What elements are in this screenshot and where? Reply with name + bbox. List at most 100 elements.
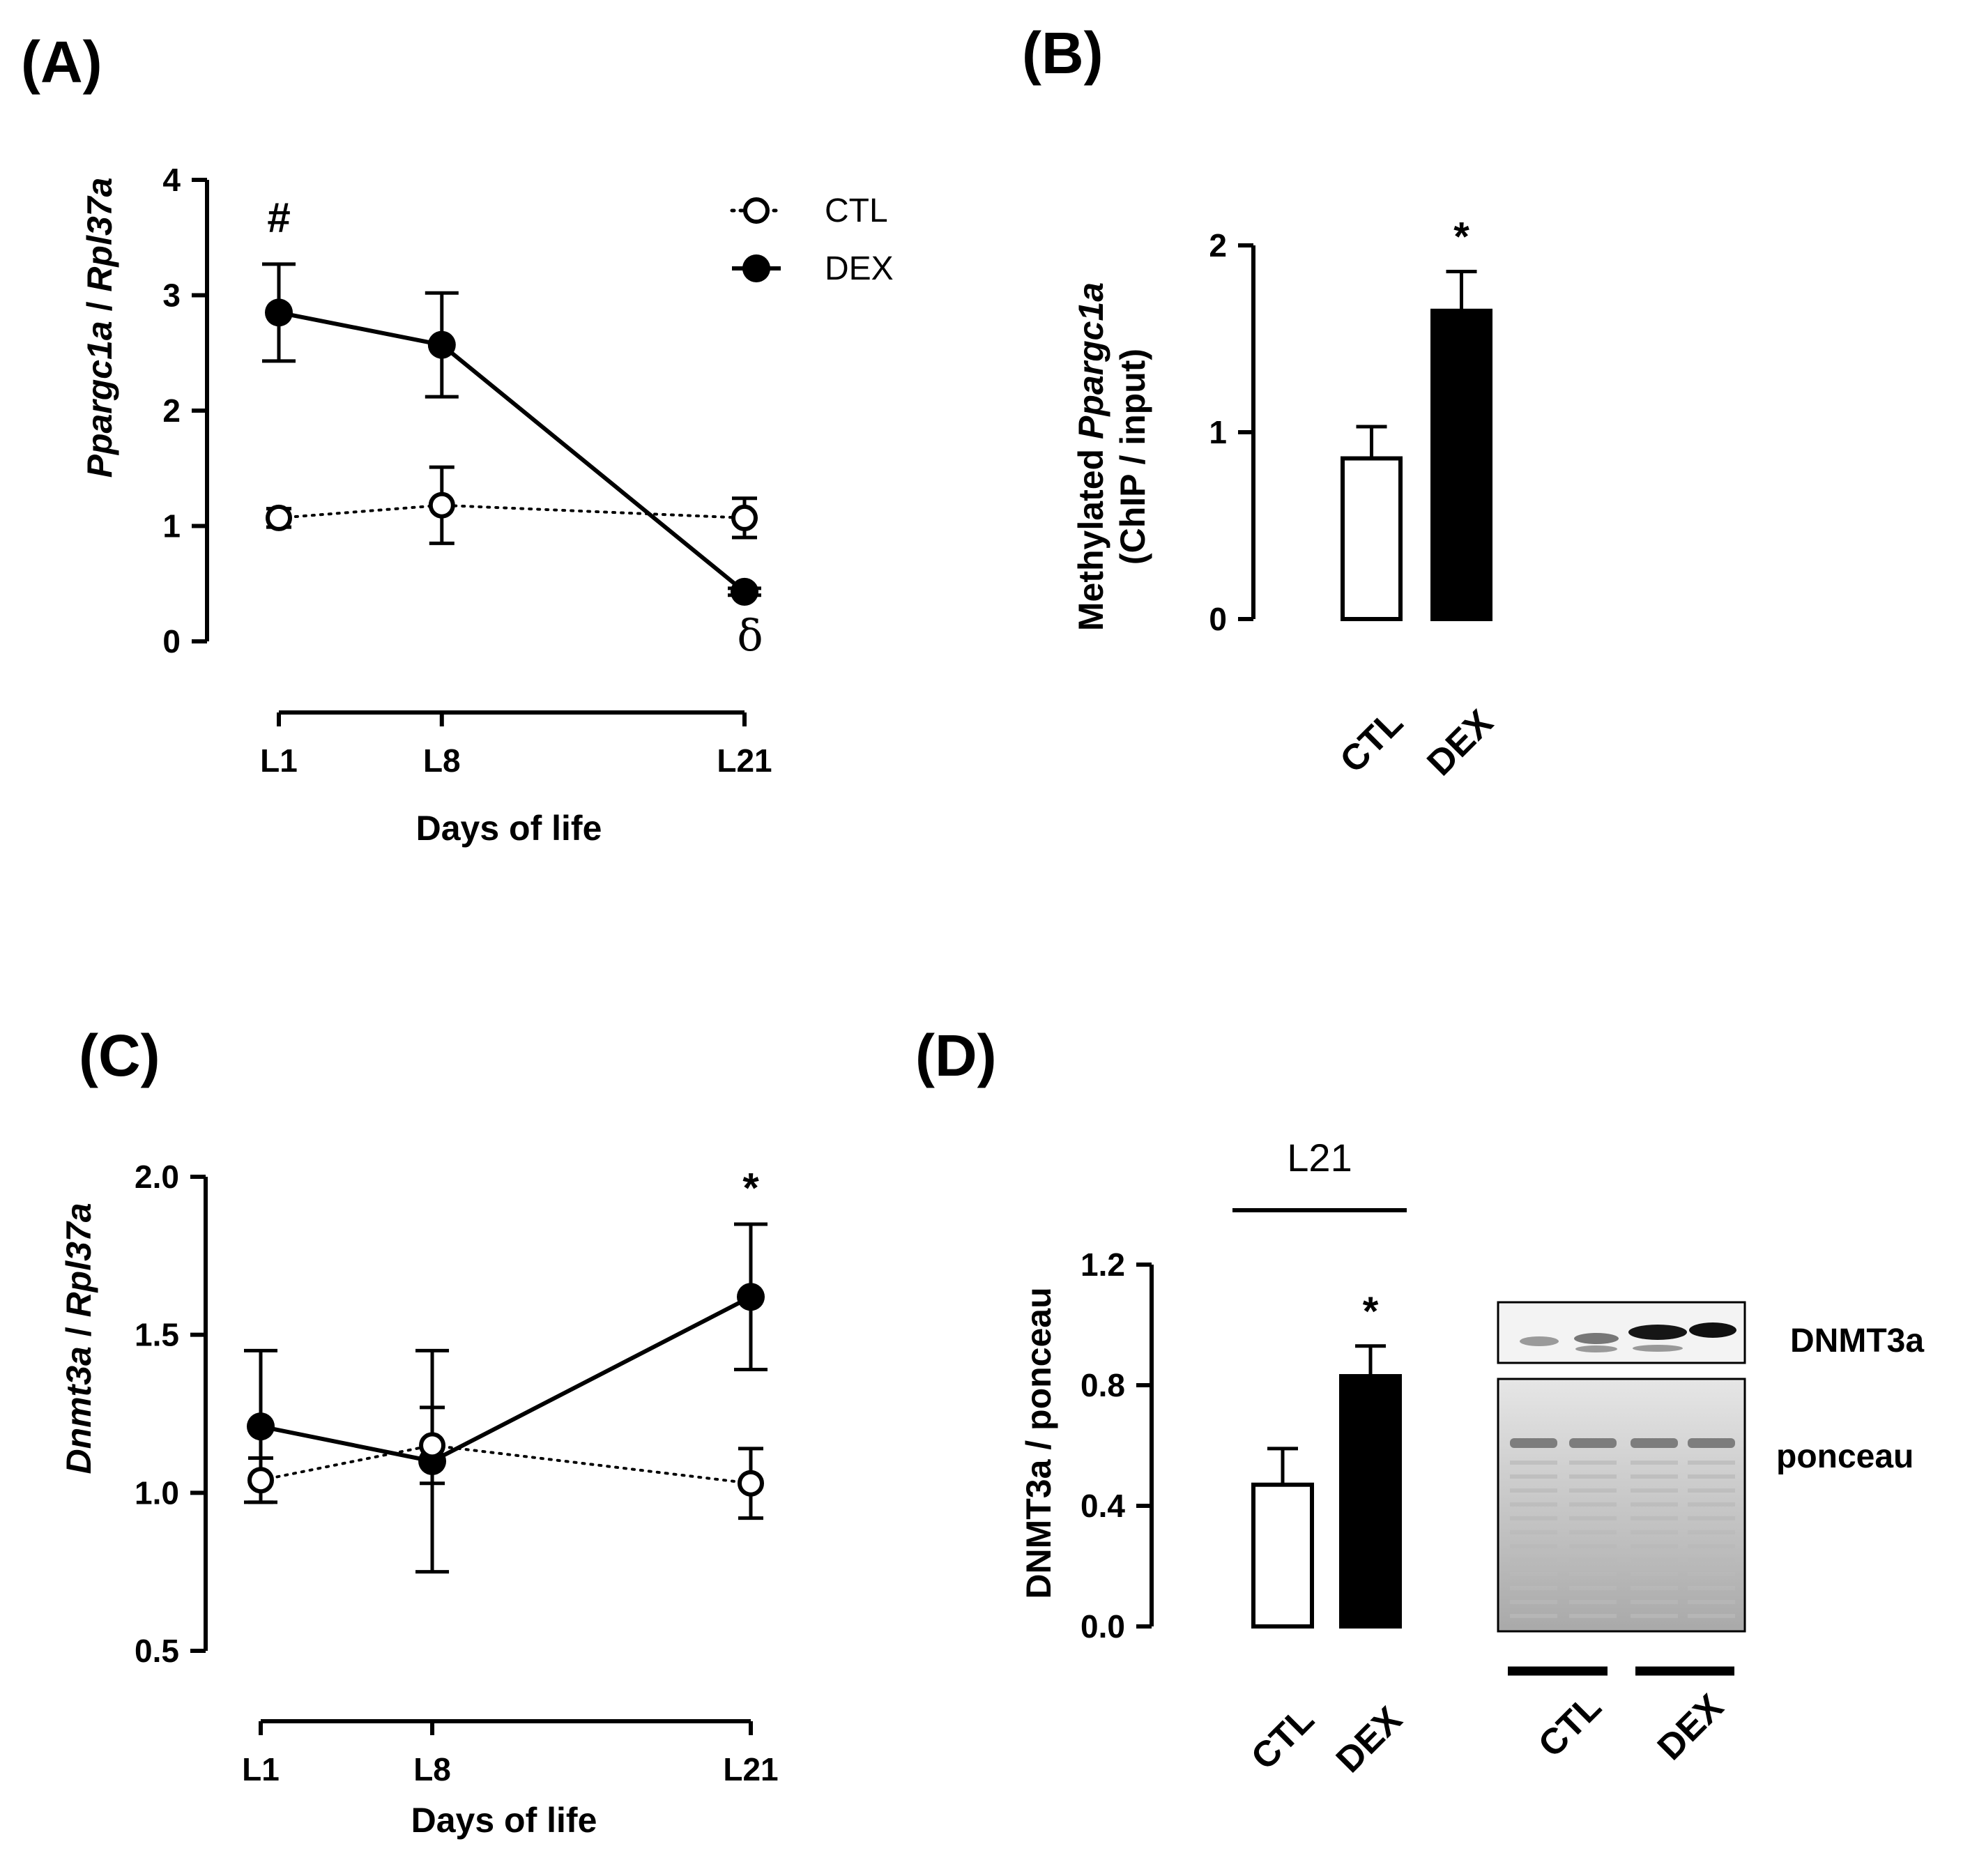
ponceau-streak [1631, 1530, 1678, 1534]
significance-marker: * [1363, 1289, 1379, 1334]
point-dex [731, 577, 758, 606]
y-tick-label: 2.0 [135, 1159, 179, 1195]
panel-a-y-label: Ppargc1a / Rpl37a [80, 178, 119, 478]
point-ctl [731, 504, 758, 531]
ponceau-streak [1510, 1461, 1557, 1465]
blot-lane-label-ctl: CTL [1531, 1686, 1609, 1764]
ponceau-streak [1631, 1544, 1678, 1548]
ponceau-streak [1510, 1614, 1557, 1618]
ponceau-streak [1569, 1558, 1617, 1562]
panel-c-y-label: Dnmt3a / Rpl37a [59, 1203, 98, 1474]
panel-label-c: (C) [79, 1023, 160, 1088]
ponceau-streak [1569, 1530, 1617, 1534]
y-tick-label: 2 [1209, 227, 1227, 264]
ponceau-streak [1569, 1461, 1617, 1465]
western-blot: DNMT3a ponceau CTL DEX [1497, 1301, 1924, 1768]
ponceau-streak [1631, 1600, 1678, 1604]
x-tick-label: DEX [1329, 1699, 1410, 1780]
significance-marker: * [1453, 215, 1469, 260]
panel-c-x-axis: L1 L8 L21 [242, 1719, 779, 1787]
series-line-dex [278, 310, 746, 594]
bar-dex [1430, 308, 1492, 621]
point-ctl [419, 1432, 446, 1459]
legend-ctl-label: CTL [825, 192, 888, 229]
y-tick-label: 0.4 [1081, 1488, 1125, 1524]
blot-label-ponceau: ponceau [1776, 1438, 1914, 1475]
ponceau-streak [1510, 1558, 1557, 1562]
panel-d-y-axis: 0.0 0.4 0.8 1.2 [1081, 1246, 1154, 1645]
ponceau-streak [1688, 1516, 1735, 1520]
ponceau-streak [1569, 1474, 1617, 1479]
bar-ctl [1251, 1482, 1314, 1629]
ponceau-streak [1688, 1558, 1735, 1562]
ponceau-streak [1510, 1544, 1557, 1548]
ponceau-streak [1510, 1474, 1557, 1479]
legend: CTL DEX [730, 192, 894, 287]
significance-marker: # [267, 194, 290, 241]
significance-marker: * [742, 1164, 759, 1211]
x-tick-label: L21 [717, 742, 772, 779]
legend-dex-label: DEX [825, 250, 894, 287]
y-tick-label: 1 [162, 508, 181, 544]
ponceau-streak [1688, 1488, 1735, 1493]
point-dex [247, 1412, 275, 1441]
panel-a-x-axis: L1 L8 L21 [260, 710, 772, 779]
y-tick-label: 0 [162, 623, 181, 659]
y-tick-label: 0.0 [1081, 1608, 1125, 1645]
panel-label-d: (D) [915, 1023, 997, 1088]
x-tick-label: L8 [413, 1751, 451, 1787]
ponceau-streak [1631, 1516, 1678, 1520]
blot-band [1628, 1325, 1687, 1340]
y-tick-label: 0 [1209, 601, 1227, 637]
bar-ctl [1341, 456, 1403, 622]
panel-d-marks: * [1251, 1289, 1402, 1629]
panel-c-x-label: Days of life [411, 1801, 597, 1840]
panel-label-b: (B) [1022, 20, 1104, 86]
point-dex [265, 298, 293, 327]
ponceau-streak [1510, 1502, 1557, 1507]
ponceau-streak [1569, 1488, 1617, 1493]
point-ctl [247, 1467, 274, 1494]
blot-band [1574, 1333, 1619, 1344]
panel-b-chart: 0 1 2 * CTL DEX Methylated Ppargc1a (ChIP /… [1071, 215, 1501, 784]
panel-label-a: (A) [21, 29, 102, 95]
panel-a-y-axis: 0 1 2 3 4 [162, 162, 209, 659]
y-tick-label: 1.0 [135, 1474, 179, 1511]
ponceau-streak [1569, 1586, 1617, 1590]
ponceau-streak [1688, 1544, 1735, 1548]
panel-b-x-labels: CTL DEX [1332, 702, 1501, 784]
y-tick-label: 1.2 [1081, 1246, 1125, 1283]
ponceau-streak [1688, 1474, 1735, 1479]
x-tick-label: L1 [242, 1751, 280, 1787]
y-tick-label: 1.5 [135, 1317, 179, 1353]
x-tick-label: L1 [260, 742, 298, 779]
blot-band [1520, 1336, 1559, 1346]
ponceau-streak [1631, 1586, 1678, 1590]
ponceau-streak [1688, 1530, 1735, 1534]
y-tick-label: 0.5 [135, 1633, 179, 1669]
legend-dex-marker [742, 254, 770, 282]
point-dex [737, 1283, 765, 1311]
series-line-ctl [277, 503, 746, 519]
panel-d-chart: L21 0.00.40.81.2 * CTL DEX DNMT3a / ponce… [1019, 1136, 1924, 1780]
y-tick-label: 1 [1209, 414, 1227, 450]
blot-label-dnmt3a: DNMT3a [1790, 1322, 1924, 1359]
ponceau-streak [1631, 1461, 1678, 1465]
x-tick-label: CTL [1244, 1699, 1322, 1777]
ponceau-streak [1569, 1516, 1617, 1520]
point-ctl [428, 491, 455, 519]
y-tick-label: 3 [162, 277, 181, 314]
ponceau-streak [1569, 1600, 1617, 1604]
ponceau-streak [1631, 1502, 1678, 1507]
legend-ctl-marker [743, 197, 770, 224]
ponceau-streak [1631, 1558, 1678, 1562]
ponceau-streak [1569, 1502, 1617, 1507]
ponceau-band [1688, 1438, 1735, 1448]
x-tick-label: L21 [723, 1751, 778, 1787]
panel-d-y-label: DNMT3a / ponceau [1019, 1287, 1058, 1599]
panel-a-marks: #δ [262, 194, 763, 661]
ponceau-streak [1510, 1488, 1557, 1493]
ponceau-streak [1688, 1461, 1735, 1465]
